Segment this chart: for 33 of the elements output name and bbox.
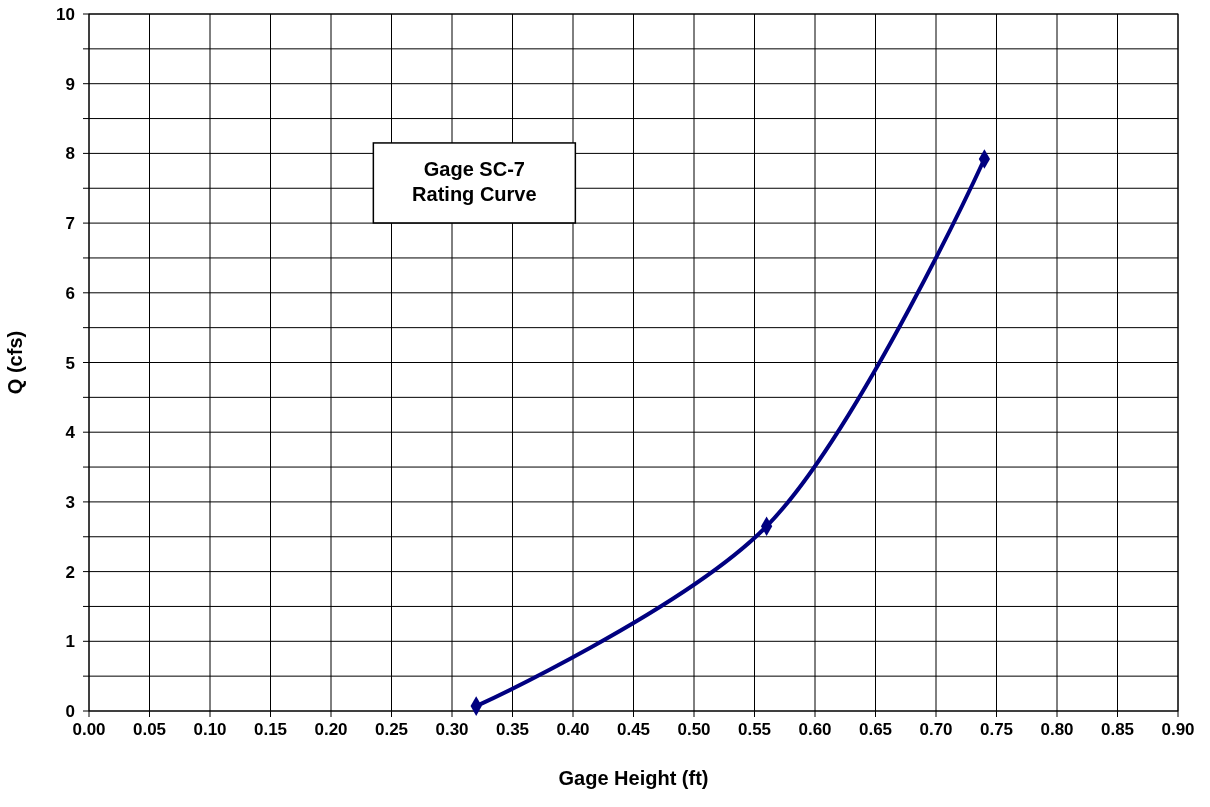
- x-tick-label: 0.75: [979, 720, 1014, 739]
- x-axis-title: Gage Height (ft): [558, 767, 709, 789]
- y-tick-label: 4: [65, 423, 76, 443]
- y-tick-label: 1: [65, 632, 75, 652]
- y-tick-label: 2: [65, 562, 75, 582]
- x-tick-label: 0.05: [132, 720, 167, 739]
- y-tick-label: 10: [56, 5, 75, 24]
- x-tick-label: 0.60: [798, 720, 832, 739]
- x-tick-label: 0.40: [556, 720, 590, 739]
- x-tick-label: 0.55: [737, 720, 772, 739]
- y-tick-label: 8: [65, 144, 75, 164]
- x-tick-label: 0.70: [919, 720, 953, 739]
- x-tick-label: 0.65: [858, 720, 893, 739]
- x-tick-label: 0.25: [374, 720, 409, 739]
- x-tick-label: 0.00: [72, 720, 106, 739]
- y-tick-label: 9: [65, 74, 75, 94]
- x-tick-label: 0.20: [314, 720, 348, 739]
- y-tick-label: 3: [65, 492, 75, 512]
- y-tick-label: 5: [65, 353, 75, 373]
- x-tick-label: 0.15: [253, 720, 288, 739]
- y-tick-label: 0: [65, 702, 75, 721]
- y-tick-label: 6: [65, 283, 75, 303]
- title-box: Gage SC-7 Rating Curve: [372, 142, 577, 224]
- y-tick-label: 7: [65, 214, 75, 234]
- x-tick-label: 0.10: [193, 720, 227, 739]
- x-tick-label: 0.45: [616, 720, 651, 739]
- x-tick-label: 0.80: [1040, 720, 1074, 739]
- x-tick-label: 0.90: [1161, 720, 1195, 739]
- x-tick-label: 0.85: [1100, 720, 1135, 739]
- x-tick-label: 0.35: [495, 720, 530, 739]
- x-tick-label: 0.30: [435, 720, 469, 739]
- y-axis-title: Q (cfs): [4, 330, 26, 395]
- x-tick-label: 0.50: [677, 720, 711, 739]
